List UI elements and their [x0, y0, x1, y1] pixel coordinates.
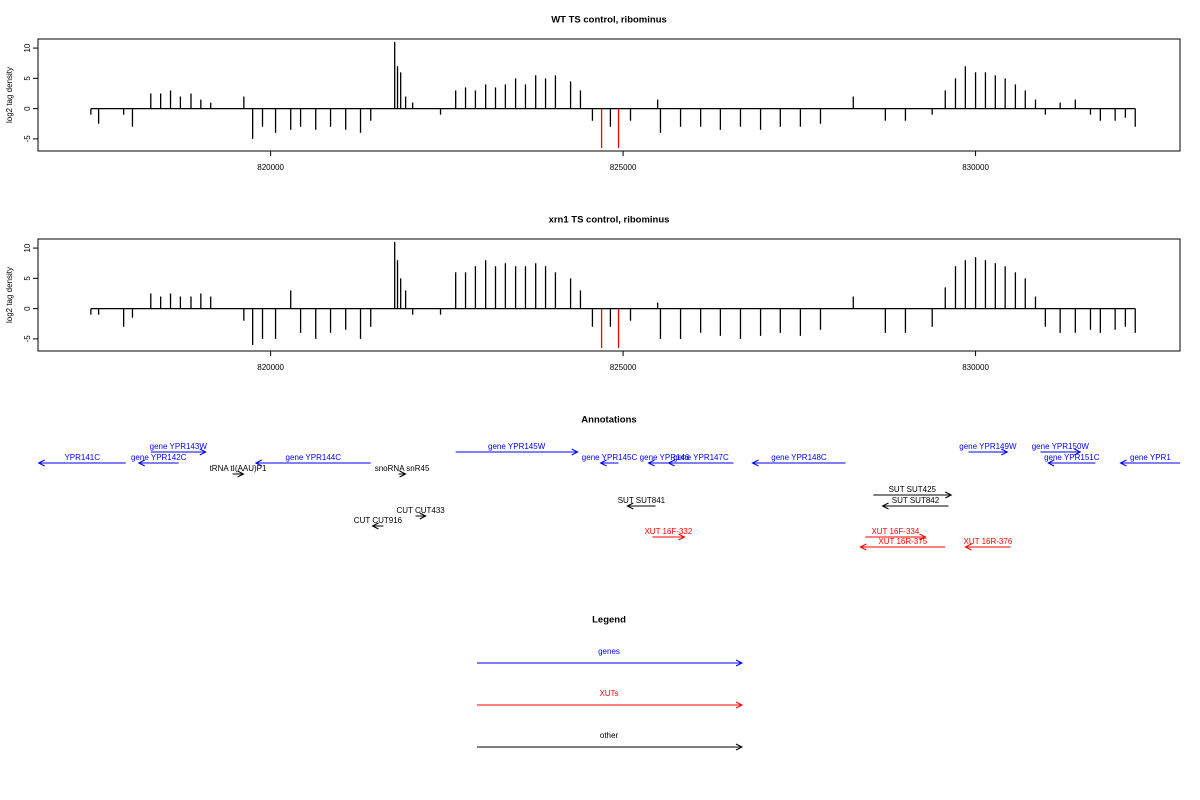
feature-arrow: [667, 459, 734, 467]
annotations-title: Annotations: [581, 415, 636, 426]
y-tick-label: -5: [23, 335, 32, 343]
legend-arrow: [477, 659, 744, 667]
legend-arrow: [477, 743, 744, 751]
feature-arrow: [232, 470, 245, 478]
feature-arrow: [859, 543, 946, 551]
feature-label: snoRNA snR45: [375, 464, 430, 473]
legend-label: other: [600, 731, 619, 740]
feature-label: XUT 16F-332: [644, 527, 692, 536]
feature-arrow: [1119, 459, 1180, 467]
feature-arrow: [964, 543, 1011, 551]
feature-arrow: [873, 491, 953, 499]
feature-arrow: [751, 459, 846, 467]
feature-arrow: [398, 470, 407, 478]
plot-frame: [37, 238, 1181, 352]
feature-arrow: [1047, 459, 1096, 467]
feature-arrow: [137, 459, 179, 467]
feature-arrow: [371, 522, 384, 530]
x-tick-label: 830000: [962, 163, 989, 172]
legend-label: genes: [598, 647, 620, 656]
feature-label: SUT SUT841: [618, 496, 666, 505]
feature-arrow: [415, 512, 427, 520]
feature-arrow: [1040, 448, 1082, 456]
feature-arrow: [150, 448, 207, 456]
feature-arrow: [626, 502, 656, 510]
y-tick-label: 10: [23, 243, 32, 252]
y-tick-label: 5: [23, 76, 32, 81]
feature-label: gene YPR144C: [286, 453, 342, 462]
feature-arrow: [254, 459, 371, 467]
feature-label: gene YPR142C: [131, 453, 187, 462]
feature-label: XUT 16R-376: [964, 537, 1013, 546]
feature-label: tRNA tI(AAU)P1: [210, 464, 267, 473]
y-tick-label: -5: [23, 135, 32, 143]
legend-title: Legend: [592, 615, 626, 626]
x-tick-label: 830000: [962, 363, 989, 372]
feature-arrow: [968, 448, 1009, 456]
feature-label: gene YPR147C: [673, 453, 729, 462]
feature-label: gene YPR150W: [1032, 442, 1090, 451]
y-tick-label: 10: [23, 43, 32, 52]
x-tick-label: 820000: [257, 363, 284, 372]
feature-label: gene YPR1: [1130, 453, 1171, 462]
feature-arrow: [455, 448, 579, 456]
feature-label: XUT 16F-334: [871, 527, 919, 536]
feature-label: gene YPR151C: [1044, 453, 1100, 462]
feature-label: YPR141C: [64, 453, 100, 462]
feature-label: gene YPR145C: [582, 453, 638, 462]
x-tick-label: 825000: [610, 163, 637, 172]
feature-label: XUT 16R-375: [878, 537, 927, 546]
feature-label: CUT CUT433: [396, 506, 445, 515]
x-tick-label: 820000: [257, 163, 284, 172]
feature-arrow: [865, 533, 927, 541]
y-axis-label: log2 tag density: [5, 267, 14, 323]
annotations: gene YPR143W gene YPR145W gene YPR149W gene…: [38, 442, 1180, 551]
feature-label: gene YPR146: [640, 453, 690, 462]
feature-arrow: [652, 533, 686, 541]
feature-label: gene YPR143W: [150, 442, 208, 451]
chart-title: xrn1 TS control, ribominus: [549, 215, 670, 226]
plot-frame: [37, 38, 1181, 152]
x-tick-label: 825000: [610, 363, 637, 372]
feature-label: gene YPR145W: [488, 442, 546, 451]
legend-arrow: [477, 701, 744, 709]
y-axis-label: log2 tag density: [5, 67, 14, 123]
feature-label: SUT SUT842: [892, 496, 940, 505]
y-tick-label: 0: [23, 306, 32, 311]
chart-title: WT TS control, ribominus: [551, 15, 667, 26]
feature-label: gene YPR149W: [959, 442, 1017, 451]
feature-label: gene YPR148C: [771, 453, 827, 462]
y-tick-label: 5: [23, 276, 32, 281]
legend-label: XUTs: [599, 689, 618, 698]
feature-label: CUT CUT916: [354, 516, 403, 525]
feature-arrow: [881, 502, 949, 510]
y-tick-label: 0: [23, 106, 32, 111]
feature-label: SUT SUT425: [889, 485, 937, 494]
feature-arrow: [599, 459, 619, 467]
feature-arrow: [38, 459, 126, 467]
